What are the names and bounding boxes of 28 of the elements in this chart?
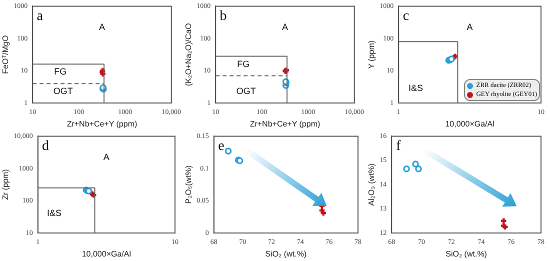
annotation: A [282,22,288,32]
x-axis-title: 10,000×Ga/Al [445,119,495,128]
y-axis-title: Al₂O₃ (wt%) [367,163,376,206]
x-axis-title: SiO₂ (wt.%) [265,249,307,258]
x-axis-title: Zr+Nb+Ce+Y (ppm) [66,119,138,128]
x-axis-title: SiO₂ (wt.%) [446,249,488,258]
annotation: OGT [53,86,74,96]
annotation: A [466,22,473,32]
annotation: I&S [408,82,423,93]
annotation: d [42,138,49,154]
y-axis-title: FeOᵀ/MgO [1,35,10,74]
annotation: f [396,138,402,154]
annotation: e [218,138,224,154]
annotation: I&S [47,208,62,218]
annotation: A [98,22,105,32]
annotation: c [402,8,410,24]
y-axis-title: (K₂O+Na₂O)/CaO [184,23,194,86]
annotation: b [220,8,227,24]
annotation: A [103,152,110,162]
annotation: a [36,8,44,24]
x-axis-title: 10,000×Ga/Al [82,249,132,258]
annotation: OGT [236,86,256,96]
annotation: FG [54,66,67,77]
y-axis-title: Zr (ppm) [1,168,10,200]
annotation: FG [237,58,250,69]
y-axis-title: P₂O₅(wt%) [184,165,194,204]
x-axis-title: Zr+Nb+Ce+Y (ppm) [250,119,320,128]
y-axis-title: Y (ppm) [367,40,376,69]
